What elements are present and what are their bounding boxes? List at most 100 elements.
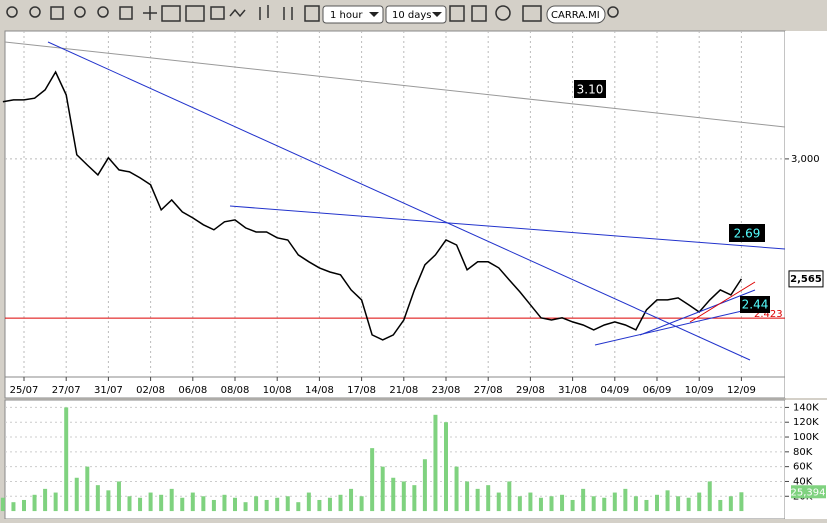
volume-bar: [560, 494, 565, 512]
zoom-reset-icon[interactable]: [119, 6, 133, 20]
x-tick-label: 10/09: [685, 385, 714, 396]
volume-bar: [496, 492, 501, 512]
volume-bar: [433, 414, 438, 512]
x-tick-label: 29/08: [516, 385, 545, 396]
volume-bar: [486, 485, 491, 512]
volume-bar: [602, 497, 607, 512]
zoom-y-icon[interactable]: [97, 6, 109, 18]
search-icon[interactable]: [607, 6, 619, 18]
zoom-x-icon[interactable]: [74, 6, 86, 18]
volume-bar: [243, 502, 248, 512]
volume-bar: [138, 497, 143, 512]
interval-select[interactable]: [322, 5, 384, 24]
volume-bar: [169, 488, 174, 512]
volume-bar: [570, 499, 575, 512]
table-icon[interactable]: [161, 5, 181, 22]
volume-bar: [475, 488, 480, 512]
list-icon[interactable]: [304, 5, 320, 22]
color-icon[interactable]: [522, 5, 542, 22]
trend-label-box: [740, 296, 770, 313]
range-text: 10 days: [392, 10, 432, 21]
y-tick-label: 100K: [793, 432, 819, 443]
y-tick-label: 140K: [793, 402, 819, 413]
volume-bar: [391, 477, 396, 512]
volume-bar: [53, 492, 58, 512]
x-tick-label: 06/08: [178, 385, 207, 396]
volume-bar: [697, 492, 702, 512]
volume-bar: [538, 497, 543, 512]
x-tick-label: 31/08: [558, 385, 587, 396]
volume-bar: [591, 496, 596, 512]
dropdown-arrow: [432, 12, 442, 17]
volume-bar: [380, 466, 385, 512]
volume-layer: 20K40K60K80K100K120K140K25,394: [0, 402, 826, 512]
trend-label-box: [574, 80, 606, 98]
volume-bar: [528, 492, 533, 512]
zoom-in-icon[interactable]: [6, 6, 18, 18]
volume-bar: [211, 499, 216, 512]
line-type-icon[interactable]: [229, 8, 246, 18]
x-tick-label: 21/08: [389, 385, 418, 396]
refresh-icon[interactable]: [495, 5, 511, 21]
volume-bar: [222, 494, 227, 512]
volume-bar: [0, 497, 5, 512]
volume-bar: [296, 502, 301, 512]
volume-bar: [507, 481, 512, 512]
volume-bar: [11, 502, 16, 512]
crosshair-icon[interactable]: [143, 6, 157, 20]
trend-label: 2.44: [742, 298, 769, 312]
volume-bar: [655, 494, 659, 512]
volume-bar: [64, 407, 69, 512]
volume-bar: [633, 496, 638, 512]
price-line: [2, 70, 743, 341]
volume-bar: [180, 497, 185, 512]
volume-bar: [148, 492, 153, 512]
y-tick-label: 80K: [793, 447, 813, 458]
save-icon[interactable]: [471, 5, 487, 22]
volume-bar: [254, 496, 259, 512]
symbol-input[interactable]: [546, 5, 606, 24]
volume-bar: [116, 481, 121, 512]
volume-bar: [739, 492, 744, 512]
volume-bar: [549, 496, 554, 512]
volume-bar: [676, 496, 681, 512]
support-label: 2.423: [754, 309, 783, 320]
trendline: [594, 307, 756, 346]
trend-label-box: [729, 224, 765, 242]
ohlc-icon[interactable]: [283, 7, 293, 20]
x-tick-label: 02/08: [136, 385, 165, 396]
zoom-out-icon[interactable]: [29, 6, 41, 18]
price-plot: [4, 30, 786, 399]
symbol-text: CARRA.MI: [551, 10, 600, 21]
trend-label: 2.69: [734, 227, 761, 241]
x-tick-label: 08/08: [221, 385, 250, 396]
trendlines: [4, 41, 786, 361]
volume-bar: [612, 492, 617, 512]
trendline: [229, 205, 786, 250]
x-tick-label: 06/09: [643, 385, 672, 396]
volume-bar: [201, 496, 206, 512]
volume-bar: [728, 496, 733, 512]
range-select[interactable]: [385, 5, 447, 24]
last-price: 2,565: [790, 274, 822, 285]
volume-bar: [370, 448, 375, 512]
box-icon[interactable]: [210, 6, 225, 20]
volume-bar: [465, 481, 470, 512]
y-tick-label: 60K: [793, 462, 813, 473]
price-axis-bg: [785, 31, 827, 398]
volume-bar: [74, 477, 79, 512]
volume-bar: [95, 485, 100, 512]
x-tick-label: 25/07: [10, 385, 39, 396]
volume-bar: [306, 492, 311, 512]
volume-bar: [233, 497, 237, 512]
x-tick-label: 23/08: [432, 385, 461, 396]
candle-icon[interactable]: [259, 5, 269, 20]
indicator-icon[interactable]: [449, 5, 465, 22]
volume-bar: [623, 488, 628, 512]
dropdown-arrow: [369, 12, 379, 17]
trendline: [689, 281, 756, 323]
grid-icon[interactable]: [185, 5, 205, 22]
trendline: [47, 41, 751, 361]
zoom-fit-icon[interactable]: [50, 6, 64, 20]
x-tick-label: 31/07: [94, 385, 123, 396]
